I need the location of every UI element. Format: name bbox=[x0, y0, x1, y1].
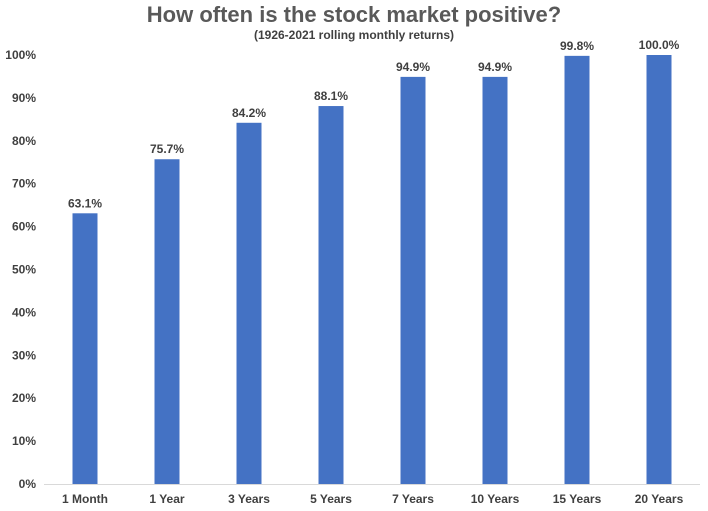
bar bbox=[154, 159, 180, 484]
x-tick-label: 10 Years bbox=[471, 492, 520, 506]
y-tick-label: 80% bbox=[12, 134, 36, 148]
x-tick-label: 7 Years bbox=[392, 492, 434, 506]
chart-title: How often is the stock market positive? bbox=[146, 2, 562, 27]
bar bbox=[400, 76, 426, 484]
bar bbox=[482, 76, 508, 484]
y-tick-label: 0% bbox=[19, 477, 37, 491]
chart-subtitle: (1926-2021 rolling monthly returns) bbox=[253, 28, 455, 42]
data-label: 75.7% bbox=[150, 142, 184, 156]
y-tick-label: 20% bbox=[12, 391, 36, 405]
data-label: 99.8% bbox=[560, 39, 594, 53]
bars bbox=[72, 55, 672, 485]
x-tick-label: 20 Years bbox=[635, 492, 684, 506]
y-tick-label: 60% bbox=[12, 220, 36, 234]
y-axis-ticks: 0% 10% 20% 30% 40% 50% 60% 70% 80% 90% 100% bbox=[5, 48, 36, 491]
y-tick-label: 100% bbox=[5, 48, 36, 62]
x-axis-labels: 1 Month 1 Year 3 Years 5 Years 7 Years 10 Yea… bbox=[62, 492, 684, 506]
x-tick-label: 5 Years bbox=[310, 492, 352, 506]
y-tick-label: 30% bbox=[12, 348, 36, 362]
y-tick-label: 10% bbox=[12, 434, 36, 448]
y-tick-label: 50% bbox=[12, 263, 36, 277]
data-label: 84.2% bbox=[232, 106, 266, 120]
bar bbox=[236, 122, 262, 485]
y-tick-label: 40% bbox=[12, 305, 36, 319]
bar bbox=[318, 106, 344, 485]
x-tick-label: 3 Years bbox=[228, 492, 270, 506]
data-labels: 63.1% 75.7% 84.2% 88.1% 94.9% 94.9% 99.8% 100.0… bbox=[68, 38, 680, 210]
data-label: 63.1% bbox=[68, 196, 102, 210]
y-tick-label: 70% bbox=[12, 177, 36, 191]
bar bbox=[72, 213, 98, 484]
bar bbox=[564, 55, 590, 484]
data-label: 100.0% bbox=[639, 38, 680, 52]
data-label: 88.1% bbox=[314, 89, 348, 103]
data-label: 94.9% bbox=[478, 60, 512, 74]
x-tick-label: 15 Years bbox=[553, 492, 602, 506]
data-label: 94.9% bbox=[396, 60, 430, 74]
x-tick-label: 1 Month bbox=[62, 492, 108, 506]
bar bbox=[646, 55, 672, 484]
x-tick-label: 1 Year bbox=[149, 492, 184, 506]
y-tick-label: 90% bbox=[12, 91, 36, 105]
